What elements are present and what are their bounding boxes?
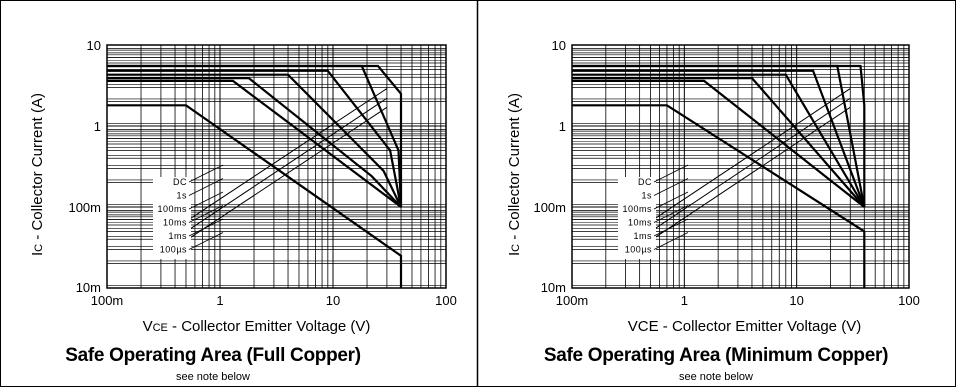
legend-pointer-5 xyxy=(188,218,224,237)
x-axis-label-prefix: VCE xyxy=(628,318,659,335)
series-line-100ms xyxy=(107,76,402,208)
legend-label-1: DC xyxy=(173,177,187,187)
y-axis-label-sub: C xyxy=(33,244,45,252)
x-tick-label: 10 xyxy=(326,293,340,308)
y-tick-label: 1 xyxy=(559,119,566,134)
x-axis-label-rest: - Collector Emitter Voltage (V) xyxy=(659,318,862,335)
legend-pointer-3 xyxy=(188,191,224,210)
legend-label-1: DC xyxy=(638,177,652,187)
x-tick-label: 1 xyxy=(681,293,688,308)
y-tick-label: 10 xyxy=(552,38,566,53)
thermal-line-1 xyxy=(645,106,851,245)
series-line-envelope xyxy=(572,64,866,207)
series-line-1ms xyxy=(107,69,403,208)
thermal-line-2 xyxy=(180,97,388,236)
x-tick-label: 100m xyxy=(91,293,124,308)
y-tick-label: 10m xyxy=(541,280,566,295)
legend-background xyxy=(153,177,191,259)
x-axis-label-prefix: V xyxy=(143,318,153,335)
y-tick-label: 100m xyxy=(68,200,101,215)
legend-pointer-6 xyxy=(188,232,224,250)
legend-label-5: 1ms xyxy=(633,231,652,241)
y-axis-label-rest: - Collector Current (A) xyxy=(506,93,523,244)
series-line-1s xyxy=(107,79,402,208)
legend-label-2: 1s xyxy=(176,191,187,201)
legend-label-3: 100ms xyxy=(622,204,652,214)
legend: DC 1s 100ms 10ms 1ms 100µs xyxy=(618,164,689,259)
chart-subtitle: see note below xyxy=(176,371,250,383)
x-tick-label: 1 xyxy=(216,293,223,308)
legend-pointer-2 xyxy=(188,178,224,196)
x-axis-label-sub: CE xyxy=(153,322,168,334)
legend-label-5: 1ms xyxy=(168,231,187,241)
series-line-10ms xyxy=(572,73,866,208)
x-axis-label: VCE - Collector Emitter Voltage (V) xyxy=(143,318,371,335)
y-tick-label: 10 xyxy=(87,38,101,53)
legend-background xyxy=(618,177,656,259)
thermal-line-1 xyxy=(180,106,388,245)
x-tick-label: 100m xyxy=(556,293,589,308)
legend-pointer-4 xyxy=(188,205,224,223)
x-tick-label: 100 xyxy=(898,293,920,308)
y-axis-label: IC - Collector Current (A) xyxy=(506,93,523,256)
chart-title: Safe Operating Area (Full Copper) xyxy=(65,345,361,366)
y-tick-label: 100m xyxy=(533,200,566,215)
series-line-1s xyxy=(572,79,865,208)
y-axis-label-rest: - Collector Current (A) xyxy=(29,93,46,244)
series-line-100ms xyxy=(572,76,866,208)
legend-pointer-3 xyxy=(653,191,689,210)
legend: DC 1s 100ms 10ms 1ms 100µs xyxy=(153,164,224,259)
y-axis-label: IC - Collector Current (A) xyxy=(29,93,46,256)
thermal-line-3 xyxy=(180,88,388,226)
thermal-line-2 xyxy=(645,97,851,236)
series-line-DC xyxy=(107,104,403,288)
x-axis-label-rest: - Collector Emitter Voltage (V) xyxy=(168,318,371,335)
series-line-1ms xyxy=(572,69,866,208)
series-line-envelope xyxy=(107,64,403,207)
series-line-DC xyxy=(572,104,866,288)
chart-title: Safe Operating Area (Minimum Copper) xyxy=(544,345,888,366)
plot-frame xyxy=(106,44,447,289)
y-axis-label-sub: C xyxy=(510,244,522,252)
legend-pointer-5 xyxy=(653,218,689,237)
y-axis-label-prefix: I xyxy=(506,252,523,256)
legend-label-4: 10ms xyxy=(163,218,187,228)
legend-pointer-1 xyxy=(653,164,689,183)
legend-label-3: 100ms xyxy=(157,204,187,214)
chart-subtitle: see note below xyxy=(679,371,753,383)
x-tick-label: 10 xyxy=(789,293,803,308)
y-tick-label: 1 xyxy=(94,119,101,134)
legend-pointer-6 xyxy=(653,232,689,250)
legend-label-2: 1s xyxy=(641,191,652,201)
legend-pointer-1 xyxy=(188,164,224,183)
y-tick-label: 10m xyxy=(76,280,101,295)
legend-label-4: 10ms xyxy=(628,218,652,228)
plot-frame xyxy=(571,44,910,289)
y-axis-label-prefix: I xyxy=(29,252,46,256)
x-axis-label: VCE - Collector Emitter Voltage (V) xyxy=(628,318,861,335)
legend-pointer-4 xyxy=(653,205,689,223)
x-tick-label: 100 xyxy=(435,293,457,308)
legend-label-6: 100µs xyxy=(625,245,652,255)
legend-label-6: 100µs xyxy=(160,245,187,255)
series-line-10ms xyxy=(107,73,402,208)
legend-pointer-2 xyxy=(653,178,689,196)
